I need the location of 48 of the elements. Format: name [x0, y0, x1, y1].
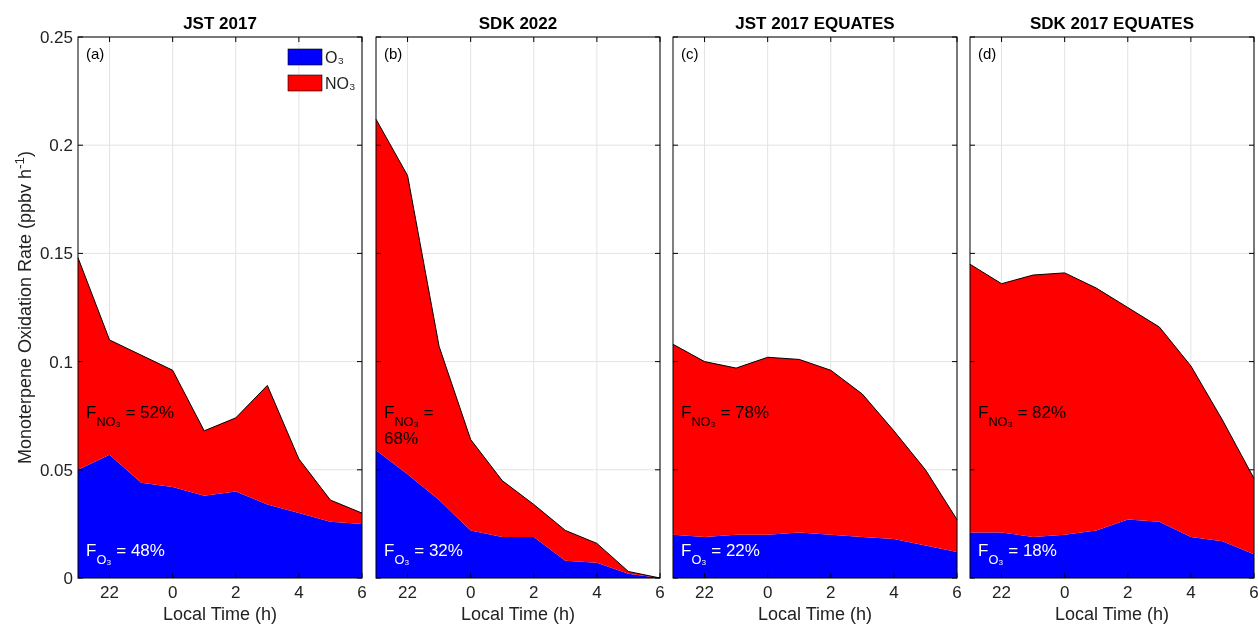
x-tick-label: 2: [231, 583, 241, 602]
x-axis-title: Local Time (h): [162, 604, 278, 624]
x-tick-label: 4: [294, 583, 304, 602]
y-tick-label: 0.25: [39, 28, 73, 47]
x-tick-label: 0: [1059, 583, 1070, 602]
annotation: F$_{NO₃}$ = 68%: [384, 402, 434, 448]
chart-title: JST 2017 EQUATES: [735, 14, 895, 33]
annotation: (d): [978, 45, 997, 62]
chart-title: SDK 2022: [478, 14, 558, 33]
x-tick-label: 0: [167, 583, 178, 602]
x-tick-label: 6: [1249, 583, 1258, 602]
legend-label: NO₃: [325, 75, 356, 92]
x-tick-label: 6: [952, 583, 962, 602]
x-tick-label: 0: [762, 583, 773, 602]
x-tick-label: 6: [655, 583, 665, 602]
x-axis-title: Local Time (h): [460, 604, 576, 624]
annotation: F$_{O₃}$ = 32%: [384, 541, 463, 567]
annotation: (a): [86, 45, 105, 62]
x-tick-label: 22: [398, 583, 418, 602]
y-tick-label: 0.1: [49, 352, 73, 372]
x-tick-label: 22: [992, 583, 1012, 602]
x-tick-label: 22: [100, 583, 120, 602]
x-axis-title: Local Time (h): [1054, 604, 1170, 624]
annotation: F$_{NO₃}$ = 52%: [86, 402, 175, 429]
y-tick-label: 0.05: [39, 460, 73, 480]
x-tick-label: 4: [1186, 583, 1196, 602]
y-tick-label: 0.15: [39, 244, 73, 264]
annotation: F$_{NO₃}$ = 82%: [978, 402, 1067, 429]
x-tick-label: 2: [529, 583, 539, 602]
x-tick-label: 4: [592, 583, 602, 602]
annotation: (c): [681, 45, 699, 62]
x-tick-label: 2: [826, 583, 836, 602]
x-tick-label: 0: [465, 583, 476, 602]
annotation: F$_{NO₃}$ = 78%: [681, 402, 770, 429]
legend-label: O₃: [325, 49, 344, 66]
annotation: (b): [384, 45, 403, 62]
x-tick-label: 6: [357, 583, 367, 602]
annotation: F$_{O₃}$ = 48%: [86, 541, 165, 567]
x-tick-label: 2: [1123, 583, 1133, 602]
chart-title: JST 2017: [183, 14, 257, 33]
annotation: F$_{O₃}$ = 22%: [681, 541, 760, 567]
x-tick-label: 4: [889, 583, 899, 602]
x-tick-label: 22: [695, 583, 715, 602]
y-tick-label: 0.2: [49, 136, 73, 156]
y-tick-label: 0: [63, 569, 73, 588]
x-axis-title: Local Time (h): [757, 604, 873, 624]
chart-title: SDK 2017 EQUATES: [1029, 14, 1195, 33]
annotation: F$_{O₃}$ = 18%: [978, 541, 1057, 567]
